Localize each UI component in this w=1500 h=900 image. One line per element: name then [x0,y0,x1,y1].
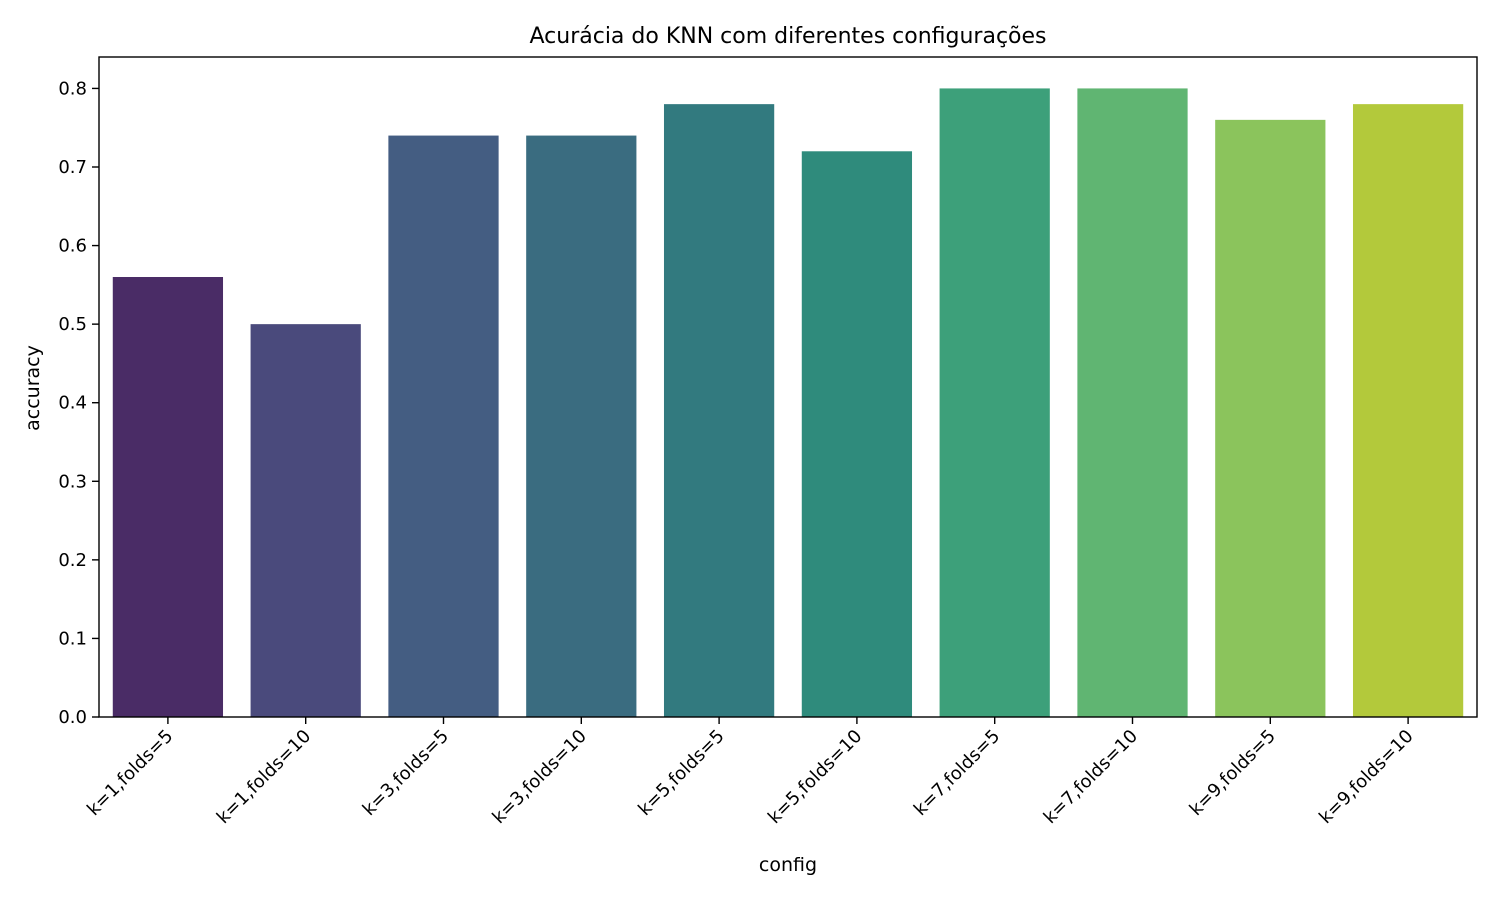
bar-k=3,folds=10 [526,135,637,718]
y-tick-label: 0.6 [58,236,87,257]
bar-k=1,folds=10 [250,324,361,717]
x-tick-label: k=5,folds=5 [634,726,728,820]
x-tick-label: k=7,folds=10 [1040,726,1142,828]
x-tick-label: k=9,folds=5 [1186,726,1280,820]
bar-k=9,folds=5 [1215,119,1326,718]
y-tick-label: 0.2 [58,550,87,571]
bar-k=1,folds=5 [112,277,224,717]
x-tick-label: k=1,folds=5 [83,726,177,820]
bar-k=7,folds=5 [939,88,1050,717]
y-tick-label: 0.0 [58,707,87,728]
y-tick-label: 0.7 [58,157,87,178]
bar-k=3,folds=5 [388,135,499,718]
x-tick-label: k=9,folds=10 [1315,726,1417,828]
bar-k=9,folds=10 [1352,104,1464,717]
y-tick-label: 0.1 [58,628,87,649]
bar-k=7,folds=10 [1077,88,1188,717]
bar-k=5,folds=10 [801,151,913,718]
plot-frame [98,56,1478,718]
y-tick-label: 0.3 [58,471,87,492]
y-tick-label: 0.5 [58,314,87,335]
chart-title: Acurácia do KNN com diferentes configura… [530,24,1047,49]
x-tick-label: k=7,folds=5 [910,726,1004,820]
x-axis-label: config [759,854,817,876]
y-axis-label: accuracy [22,345,44,431]
y-tick-label: 0.8 [58,78,87,99]
y-axis-ticks: 0.0 0.1 0.2 0.3 0.4 0.5 0.6 0.7 0.8 [58,78,99,728]
x-axis-ticks: k=1,folds=5 k=1,folds=10 k=3,folds=5 k=3,fo… [83,717,1418,828]
bar-k=5,folds=5 [663,104,775,717]
bars-group [112,88,1464,718]
x-tick-label: k=3,folds=5 [359,726,453,820]
x-tick-label: k=5,folds=10 [764,726,866,828]
x-tick-label: k=3,folds=10 [488,726,590,828]
x-tick-label: k=1,folds=10 [213,726,315,828]
y-tick-label: 0.4 [58,393,87,414]
